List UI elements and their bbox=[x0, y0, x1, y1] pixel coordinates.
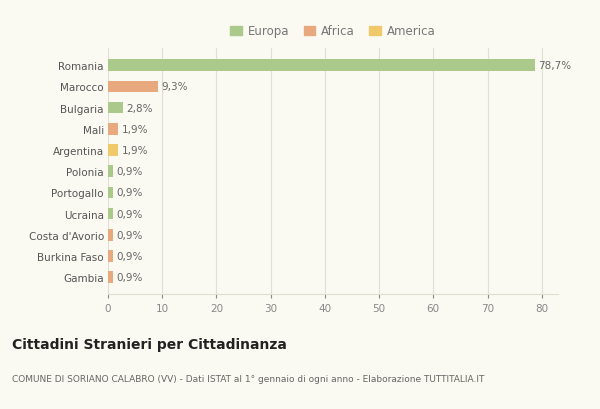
Bar bbox=[108, 103, 123, 114]
Text: 9,3%: 9,3% bbox=[161, 82, 188, 92]
Bar bbox=[108, 145, 118, 157]
Text: 0,9%: 0,9% bbox=[116, 167, 143, 177]
Text: 0,9%: 0,9% bbox=[116, 272, 143, 283]
Bar bbox=[108, 272, 113, 283]
Bar bbox=[108, 251, 113, 262]
Text: Cittadini Stranieri per Cittadinanza: Cittadini Stranieri per Cittadinanza bbox=[12, 337, 287, 351]
Text: 0,9%: 0,9% bbox=[116, 252, 143, 261]
Bar bbox=[108, 187, 113, 199]
Bar bbox=[108, 81, 158, 93]
Text: 2,8%: 2,8% bbox=[127, 103, 153, 113]
Text: 0,9%: 0,9% bbox=[116, 188, 143, 198]
Bar bbox=[108, 124, 118, 135]
Text: 1,9%: 1,9% bbox=[122, 124, 148, 135]
Text: 78,7%: 78,7% bbox=[538, 61, 571, 71]
Bar bbox=[108, 208, 113, 220]
Text: 0,9%: 0,9% bbox=[116, 230, 143, 240]
Legend: Europa, Africa, America: Europa, Africa, America bbox=[228, 23, 438, 41]
Bar bbox=[108, 60, 535, 72]
Bar bbox=[108, 166, 113, 178]
Text: COMUNE DI SORIANO CALABRO (VV) - Dati ISTAT al 1° gennaio di ogni anno - Elabora: COMUNE DI SORIANO CALABRO (VV) - Dati IS… bbox=[12, 374, 484, 383]
Bar bbox=[108, 229, 113, 241]
Text: 0,9%: 0,9% bbox=[116, 209, 143, 219]
Text: 1,9%: 1,9% bbox=[122, 146, 148, 155]
